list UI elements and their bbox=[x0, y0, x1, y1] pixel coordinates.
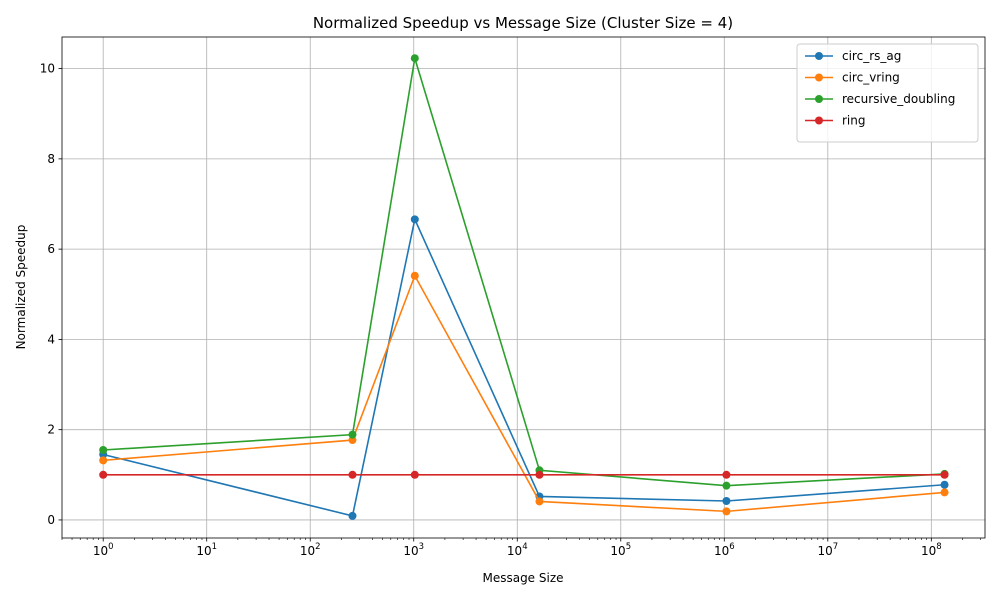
legend: circ_rs_ag circ_vring recursive_doublingri… bbox=[796, 43, 979, 143]
x-tick-label: 100 bbox=[93, 542, 114, 558]
y-tick-label: 8 bbox=[47, 152, 55, 166]
legend-swatch-marker bbox=[815, 95, 823, 103]
x-tick-label: 105 bbox=[610, 542, 631, 558]
data-point bbox=[940, 470, 949, 479]
data-point bbox=[535, 497, 544, 506]
legend-box bbox=[796, 43, 979, 143]
legend-item-recursive_doubling: recursive_doubling bbox=[805, 92, 955, 106]
x-tick-label: 102 bbox=[300, 542, 321, 558]
data-point bbox=[348, 511, 357, 520]
data-point bbox=[535, 470, 544, 479]
legend-item-circ_rs_ag: circ_rs_ag bbox=[805, 49, 901, 63]
y-axis-ticks: 0 2 4 6 8 10 bbox=[40, 62, 62, 527]
data-point bbox=[410, 470, 419, 479]
legend-label: recursive_doubling bbox=[842, 92, 955, 106]
grid bbox=[62, 37, 985, 538]
x-axis-label: Message Size bbox=[482, 571, 563, 585]
series-line bbox=[103, 57, 945, 487]
data-point bbox=[722, 481, 731, 490]
x-tick-label: 107 bbox=[817, 542, 838, 558]
series-lines bbox=[99, 54, 949, 520]
x-axis-ticks: 100 101 102 103 104 105 106 107 108 bbox=[61, 538, 982, 558]
data-point bbox=[348, 430, 357, 439]
legend-label: circ_rs_ag bbox=[842, 49, 901, 63]
data-point bbox=[722, 507, 731, 516]
data-point bbox=[99, 445, 108, 454]
data-point bbox=[722, 470, 731, 479]
y-tick-label: 2 bbox=[47, 423, 55, 437]
legend-item-ring: ring bbox=[805, 114, 866, 128]
series-line bbox=[103, 273, 945, 513]
data-point bbox=[410, 215, 419, 224]
x-tick-label: 108 bbox=[921, 542, 942, 558]
data-point bbox=[99, 456, 108, 465]
data-point bbox=[410, 271, 419, 280]
legend-label: circ_vring bbox=[842, 71, 900, 85]
y-axis-label: Normalized Speedup bbox=[14, 225, 28, 350]
data-point bbox=[940, 480, 949, 489]
y-tick-label: 6 bbox=[47, 242, 55, 256]
x-tick-label: 103 bbox=[403, 542, 424, 558]
y-tick-label: 4 bbox=[47, 332, 55, 346]
series-line bbox=[102, 216, 945, 517]
legend-swatch-marker bbox=[815, 116, 823, 125]
data-point bbox=[940, 488, 949, 497]
x-tick-label: 104 bbox=[507, 542, 528, 558]
plot-area-frame bbox=[61, 36, 986, 539]
legend-item-circ_vring: circ_vring bbox=[805, 71, 900, 85]
series-ring bbox=[99, 470, 949, 479]
x-tick-label: 101 bbox=[196, 542, 217, 558]
legend-swatch-marker bbox=[815, 73, 823, 82]
legend-label: ring bbox=[842, 114, 866, 128]
y-tick-label: 10 bbox=[40, 62, 55, 76]
data-point bbox=[410, 54, 419, 63]
data-point bbox=[348, 470, 357, 479]
data-point bbox=[99, 470, 108, 479]
series-circ_vring bbox=[99, 271, 949, 516]
data-point bbox=[722, 496, 731, 505]
chart-title: Normalized Speedup vs Message Size (Clus… bbox=[313, 14, 733, 32]
legend-swatch-marker bbox=[815, 52, 823, 60]
y-tick-label: 0 bbox=[47, 513, 55, 527]
x-tick-label: 106 bbox=[714, 542, 735, 558]
